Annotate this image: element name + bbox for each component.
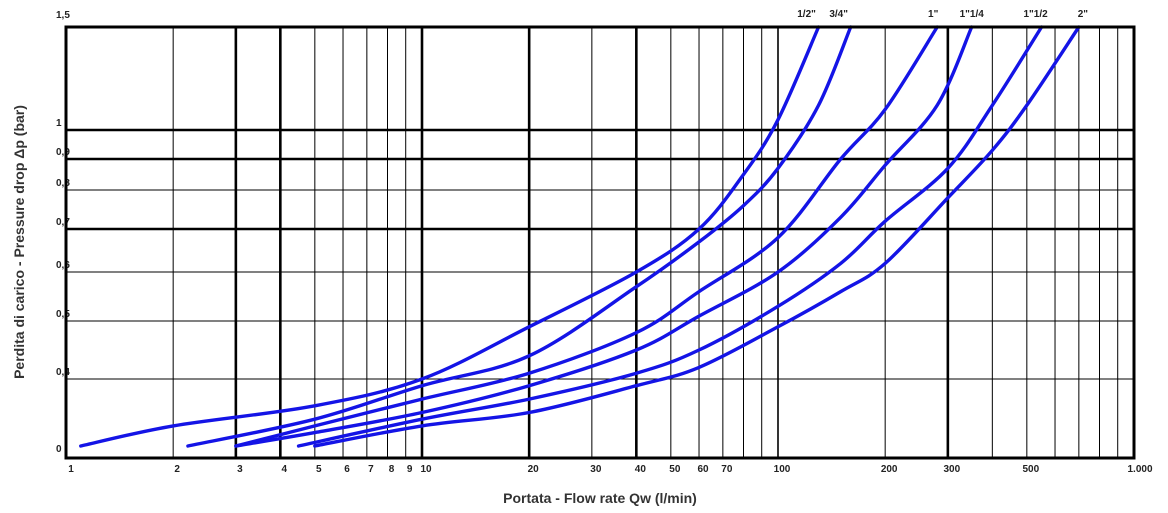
- x-tick-label: 300: [944, 464, 961, 475]
- series-label: 3/4": [829, 9, 848, 20]
- y-tick-label: 0: [56, 444, 62, 455]
- series-label: 1"1/2: [1023, 9, 1048, 20]
- y-tick-label: 0,5: [56, 309, 70, 320]
- series-line: [79, 25, 821, 448]
- x-tick-label: 40: [635, 464, 647, 475]
- plot-frame: [64, 25, 1136, 460]
- y-tick-label: 0,6: [56, 260, 70, 271]
- series-label: 1"1/4: [960, 9, 985, 20]
- y-tick-label: 0,7: [56, 217, 70, 228]
- x-tick-label: 20: [528, 464, 540, 475]
- x-tick-label: 10: [420, 464, 432, 475]
- series-line: [234, 25, 974, 448]
- x-tick-label: 70: [721, 464, 733, 475]
- x-axis-title: Portata - Flow rate Qw (l/min): [503, 490, 697, 506]
- x-tick-label: 6: [344, 464, 350, 475]
- x-tick-label: 5: [316, 464, 322, 475]
- series-line: [234, 25, 939, 448]
- x-tick-label: 3: [237, 464, 243, 475]
- x-tick-label: 1.000: [1127, 464, 1152, 475]
- x-tick-label: 100: [774, 464, 791, 475]
- series-labels: 1/2" 3/4" 1" 1"1/4 1"1/2 2": [797, 9, 1088, 20]
- y-tick-label: 1,5: [56, 10, 70, 21]
- x-tick-label: 50: [669, 464, 681, 475]
- x-tick-label: 9: [407, 464, 413, 475]
- series-line: [186, 25, 853, 448]
- x-tick-label: 2: [174, 464, 180, 475]
- x-tick-label: 7: [368, 464, 374, 475]
- y-tick-label: 0,4: [56, 367, 70, 378]
- y-tick-label: 0,8: [56, 178, 70, 189]
- x-tick-label: 30: [590, 464, 602, 475]
- series-line: [313, 25, 1081, 448]
- x-tick-labels: 1 2 3 4 5 6 7 8 9 10 20 30 40 50 60 70 100 200 300 500 1.000: [68, 464, 1153, 475]
- y-tick-label: 1: [56, 118, 62, 129]
- x-tick-label: 60: [697, 464, 709, 475]
- x-tick-label: 1: [68, 464, 74, 475]
- x-tick-label: 4: [282, 464, 288, 475]
- series-label: 2": [1078, 9, 1089, 20]
- series-curves: [79, 25, 1081, 448]
- x-tick-label: 500: [1022, 464, 1039, 475]
- y-tick-label: 0,9: [56, 147, 70, 158]
- y-tick-labels: 1,5 1 0,9 0,8 0,7 0,6 0,5 0,4 0: [56, 10, 70, 455]
- x-tick-label: 200: [881, 464, 898, 475]
- horizontal-gridlines: [66, 128, 1134, 380]
- vertical-gridlines: [172, 27, 1119, 458]
- x-tick-label: 8: [389, 464, 395, 475]
- y-axis-title: Perdita di carico - Pressure drop Δp (ba…: [11, 105, 27, 379]
- series-label: 1": [928, 9, 939, 20]
- series-line: [296, 25, 1044, 448]
- series-label: 1/2": [797, 9, 816, 20]
